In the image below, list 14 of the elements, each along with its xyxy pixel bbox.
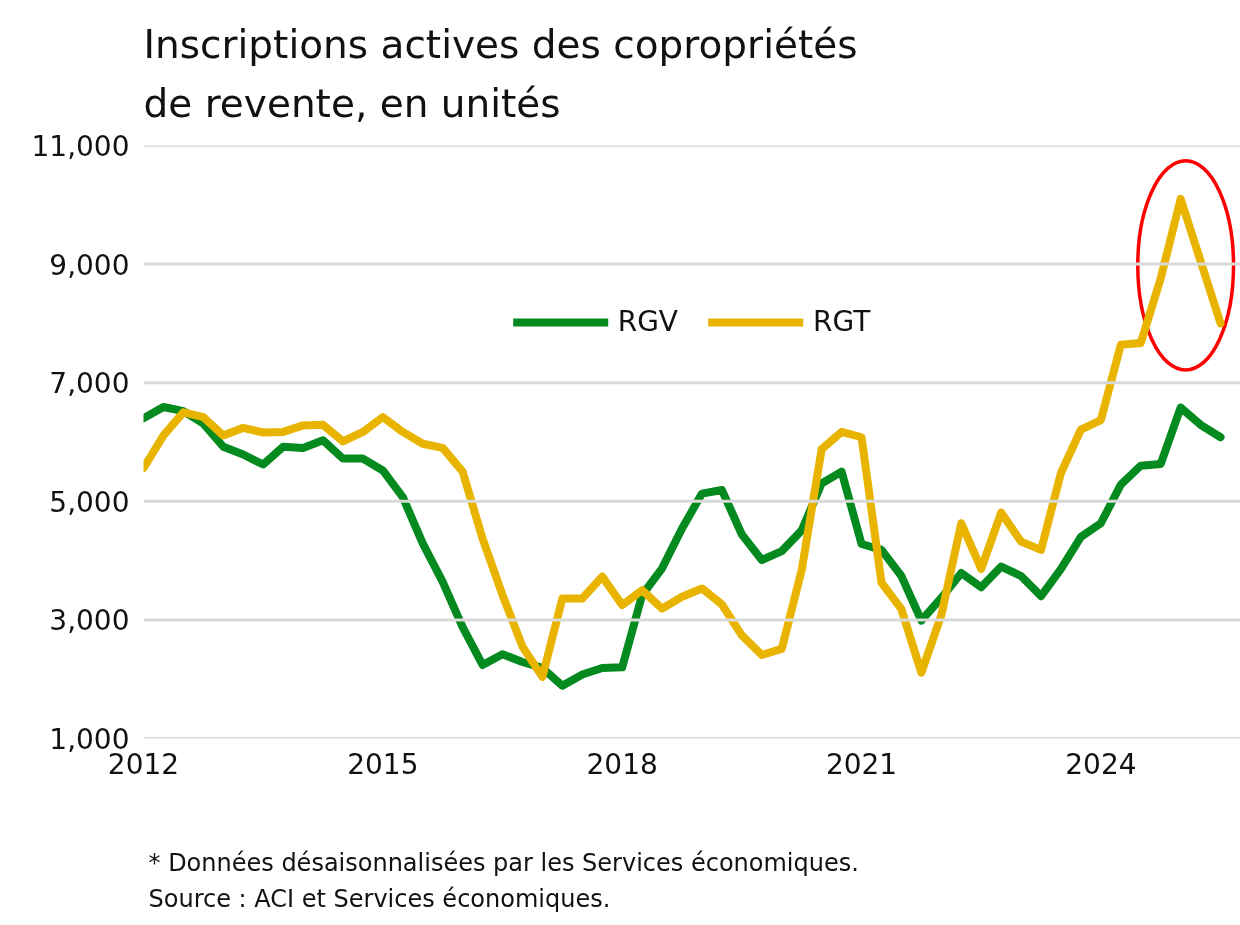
x-tick-label: 2021 (825, 747, 898, 781)
y-tick-label: 11,000 (31, 130, 130, 163)
x-tick-label: 2015 (347, 747, 419, 781)
chart-title: Inscriptions actives des copropriétés de revente, en unités (143, 21, 858, 127)
y-tick-label: 3,000 (49, 604, 130, 638)
text: * Données désaisonnalisées par les Services économiques. (148, 848, 859, 877)
y-tick-label: 5,000 (49, 485, 130, 519)
y-tick-label: 9,000 (49, 248, 130, 282)
legend-label: RGV (617, 305, 679, 338)
x-tick-label: 2018 (586, 747, 658, 781)
source-note: Source : ACI et Services économiques. (148, 884, 611, 913)
x-tick-label: 2024 (1065, 747, 1137, 781)
y-tick-label: 7,000 (49, 367, 130, 401)
legend-label: RGT (813, 305, 871, 338)
